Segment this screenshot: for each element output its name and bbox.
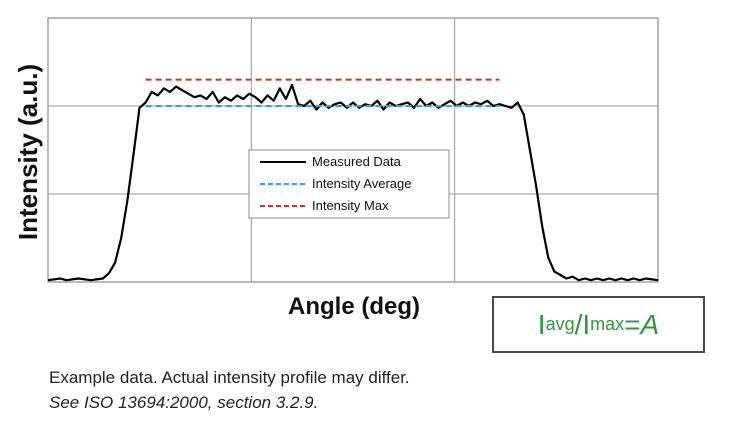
formula-equals: =	[624, 308, 641, 340]
caption-line-1: Example data. Actual intensity profile m…	[49, 368, 410, 387]
formula-sub-avg: avg	[545, 314, 575, 334]
legend-label-measured-data: Measured Data	[312, 154, 402, 169]
formula-sub-max: max	[590, 314, 625, 334]
series-line-measured-data	[47, 83, 659, 282]
x-axis-label: Angle (deg)	[288, 293, 420, 320]
caption-line-2: See ISO 13694:2000, section 3.2.9.	[49, 393, 319, 412]
formula-i1: I	[537, 308, 546, 340]
legend-label-intensity-average: Intensity Average	[312, 176, 412, 191]
series-layer	[47, 78, 659, 282]
y-axis-label: Intensity (a.u.)	[13, 64, 43, 240]
legend: Measured Data Intensity Average Intensity …	[248, 149, 450, 219]
formula-slash: /I	[574, 308, 591, 340]
formula-rhs: A	[640, 308, 660, 340]
legend-label-intensity-max: Intensity Max	[312, 198, 389, 213]
